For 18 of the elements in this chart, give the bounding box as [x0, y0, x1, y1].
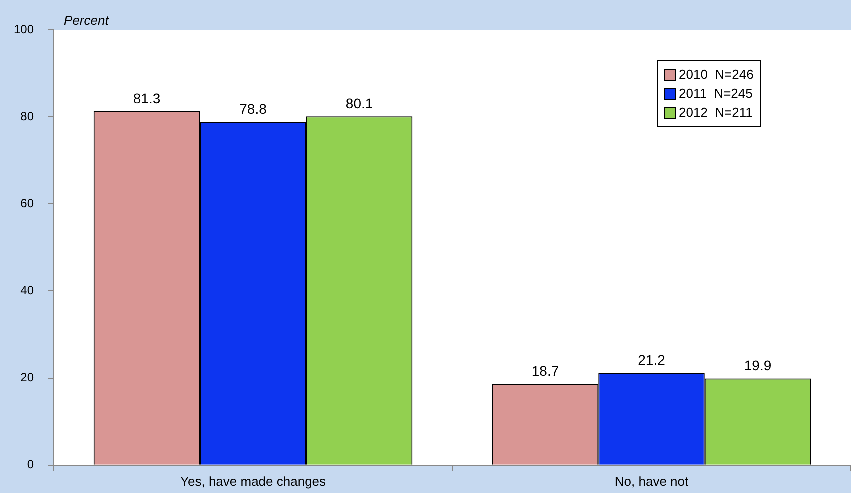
y-tick-label: 60: [20, 196, 34, 210]
data-label: 80.1: [346, 96, 374, 112]
y-tick-label: 0: [27, 458, 34, 472]
x-tick-label: No, have not: [614, 474, 689, 489]
data-label: 21.2: [638, 352, 666, 368]
y-axis-title: Percent: [64, 13, 110, 28]
data-label: 78.8: [240, 101, 268, 118]
legend-label: 2010 N=246: [679, 66, 754, 84]
y-tick-label: 80: [20, 109, 34, 124]
x-tick-label: Yes, have made changes: [180, 474, 327, 489]
y-tick-label: 40: [20, 284, 34, 298]
legend-label: 2011 N=245: [679, 85, 753, 103]
legend-label: 2012 N=211: [679, 104, 753, 122]
y-tick-label: 20: [20, 370, 34, 385]
data-label: 81.3: [133, 90, 161, 106]
data-label: 19.9: [744, 358, 772, 374]
data-label: 18.7: [532, 362, 560, 379]
y-tick-label: 100: [14, 22, 34, 36]
